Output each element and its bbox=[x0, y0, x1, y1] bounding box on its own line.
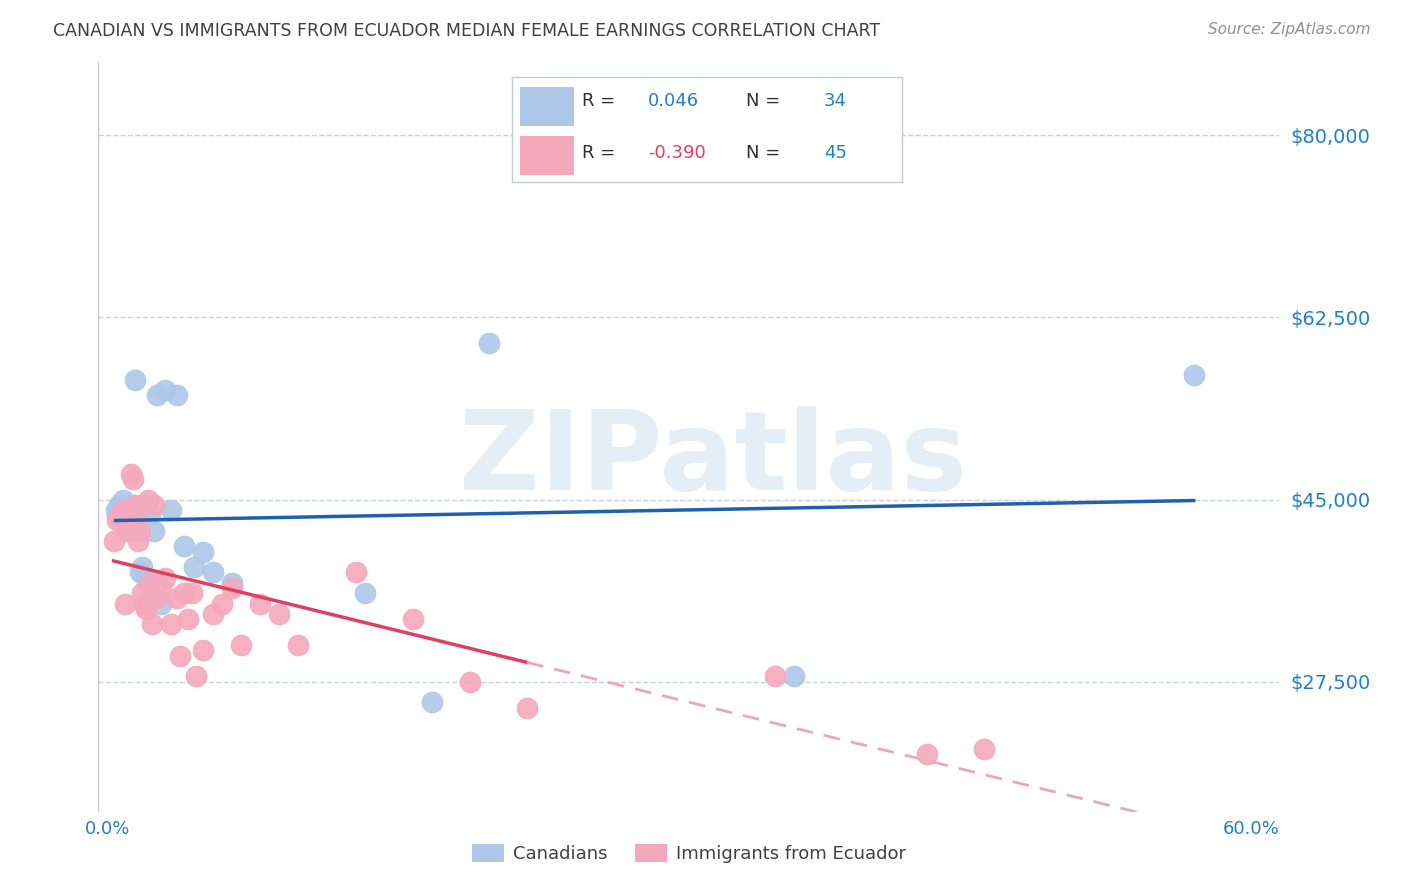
Point bbox=[173, 539, 195, 553]
Point bbox=[166, 388, 188, 402]
Point bbox=[118, 508, 141, 523]
Legend: Canadians, Immigrants from Ecuador: Canadians, Immigrants from Ecuador bbox=[464, 837, 914, 870]
Point bbox=[139, 575, 162, 590]
Point bbox=[915, 747, 938, 762]
Point bbox=[169, 648, 191, 663]
Point bbox=[110, 508, 132, 523]
Point bbox=[127, 534, 149, 549]
Text: ZIPatlas: ZIPatlas bbox=[458, 406, 966, 513]
Point bbox=[114, 513, 136, 527]
Point bbox=[231, 638, 253, 652]
Point bbox=[166, 591, 188, 606]
Point bbox=[287, 638, 309, 652]
Point bbox=[180, 586, 202, 600]
Point bbox=[269, 607, 291, 621]
Point bbox=[142, 524, 165, 538]
Point bbox=[135, 602, 157, 616]
Point bbox=[973, 742, 995, 756]
Point bbox=[1182, 368, 1205, 382]
Point bbox=[402, 612, 425, 626]
Point bbox=[115, 524, 138, 538]
Point bbox=[103, 534, 125, 549]
Point bbox=[177, 612, 200, 626]
Point bbox=[120, 513, 142, 527]
Point bbox=[131, 586, 153, 600]
Point bbox=[159, 617, 181, 632]
Point bbox=[184, 669, 207, 683]
Point bbox=[108, 498, 131, 512]
Point bbox=[201, 566, 224, 580]
Point bbox=[183, 560, 205, 574]
Point bbox=[193, 643, 215, 657]
Point bbox=[221, 575, 243, 590]
Point bbox=[131, 560, 153, 574]
Point bbox=[153, 571, 176, 585]
Point bbox=[125, 518, 148, 533]
Point bbox=[153, 384, 176, 398]
Point bbox=[420, 696, 443, 710]
Point bbox=[124, 373, 146, 387]
Point bbox=[141, 617, 163, 632]
Point bbox=[150, 581, 173, 595]
Point bbox=[125, 513, 148, 527]
Point bbox=[763, 669, 786, 683]
Point bbox=[134, 597, 156, 611]
Point bbox=[193, 544, 215, 558]
Point bbox=[107, 508, 129, 523]
Point bbox=[104, 503, 127, 517]
Point bbox=[249, 597, 271, 611]
Point bbox=[173, 586, 195, 600]
Point bbox=[516, 700, 538, 714]
Point bbox=[783, 669, 806, 683]
Point bbox=[354, 586, 377, 600]
Point bbox=[118, 524, 141, 538]
Point bbox=[129, 566, 152, 580]
Point bbox=[112, 492, 135, 507]
Point bbox=[221, 581, 243, 595]
Point bbox=[150, 597, 173, 611]
Point bbox=[129, 524, 152, 538]
Point bbox=[124, 498, 146, 512]
Text: Source: ZipAtlas.com: Source: ZipAtlas.com bbox=[1208, 22, 1371, 37]
Point bbox=[115, 513, 138, 527]
Point bbox=[121, 498, 143, 512]
Point bbox=[134, 498, 156, 512]
Point bbox=[136, 492, 159, 507]
Point bbox=[458, 674, 481, 689]
Point bbox=[107, 513, 129, 527]
Point bbox=[146, 388, 169, 402]
Point bbox=[478, 336, 501, 351]
Point bbox=[139, 508, 162, 523]
Point bbox=[120, 467, 142, 481]
Point bbox=[127, 513, 149, 527]
Point bbox=[110, 503, 132, 517]
Point bbox=[114, 597, 136, 611]
Point bbox=[211, 597, 233, 611]
Text: CANADIAN VS IMMIGRANTS FROM ECUADOR MEDIAN FEMALE EARNINGS CORRELATION CHART: CANADIAN VS IMMIGRANTS FROM ECUADOR MEDI… bbox=[53, 22, 880, 40]
Point bbox=[344, 566, 367, 580]
Point bbox=[112, 503, 135, 517]
Point bbox=[201, 607, 224, 621]
Point bbox=[121, 472, 143, 486]
Point bbox=[146, 591, 169, 606]
Point bbox=[159, 503, 181, 517]
Point bbox=[135, 571, 157, 585]
Point bbox=[142, 498, 165, 512]
